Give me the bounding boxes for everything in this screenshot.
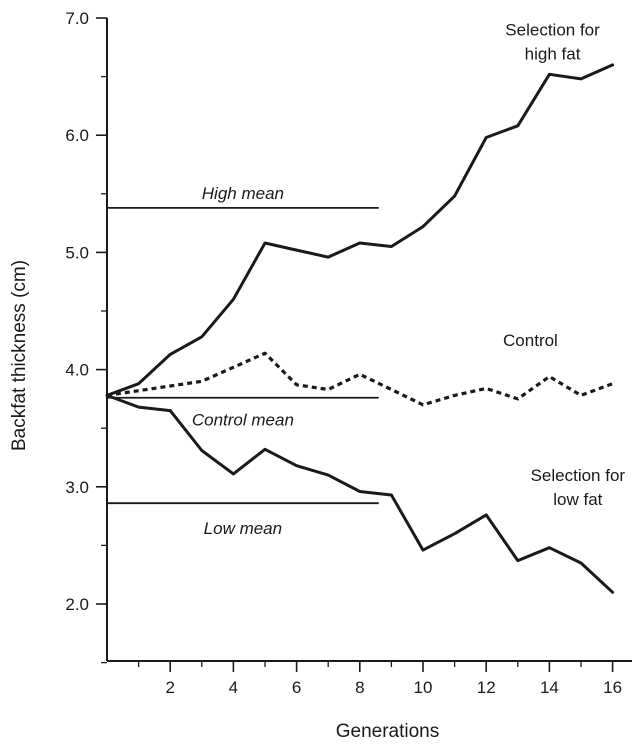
x-tick-label: 14	[540, 678, 559, 697]
x-tick-label: 2	[165, 678, 174, 697]
series-annotation: Selection for low fat	[531, 466, 626, 509]
y-axis-title: Backfat thickness (cm)	[9, 260, 30, 451]
reference-line-label: High mean	[202, 184, 284, 203]
x-tick-label: 12	[477, 678, 496, 697]
series-annotation-line: Selection for	[531, 466, 626, 485]
series-annotation: Selection for high fat	[505, 21, 600, 64]
x-tick-label: 10	[414, 678, 433, 697]
axes: 2.0 3.0 4.0 5.0 6.0 7.0 2 4 6 8 10 12 14 16	[65, 9, 632, 697]
series-annotation: Control	[503, 331, 558, 350]
reference-lines: High mean Control mean Low mean	[107, 184, 379, 538]
x-tick-label: 8	[355, 678, 364, 697]
y-tick-label: 2.0	[65, 595, 89, 614]
y-tick-label: 7.0	[65, 9, 89, 28]
series-group	[105, 63, 615, 594]
y-tick-label: 6.0	[65, 126, 89, 145]
series-annotation-line: Selection for	[505, 21, 600, 40]
reference-line-label: Control mean	[192, 411, 294, 430]
series-annotation-line: Control	[503, 331, 558, 350]
series-line-high-fat	[105, 63, 615, 397]
x-tick-label: 4	[229, 678, 238, 697]
y-tick-label: 3.0	[65, 478, 89, 497]
series-line-low-fat	[105, 393, 615, 594]
y-tick-label: 4.0	[65, 361, 89, 380]
x-tick-label: 6	[292, 678, 301, 697]
series-line-control	[106, 351, 614, 407]
x-tick-label: 16	[603, 678, 622, 697]
series-annotation-line: low fat	[553, 490, 602, 509]
series-annotation-line: high fat	[525, 45, 581, 64]
y-tick-label: 5.0	[65, 243, 89, 262]
x-axis-title: Generations	[336, 721, 440, 742]
annotations: Selection for high fat Control Selection fo…	[503, 21, 625, 509]
reference-line-label: Low mean	[204, 519, 282, 538]
